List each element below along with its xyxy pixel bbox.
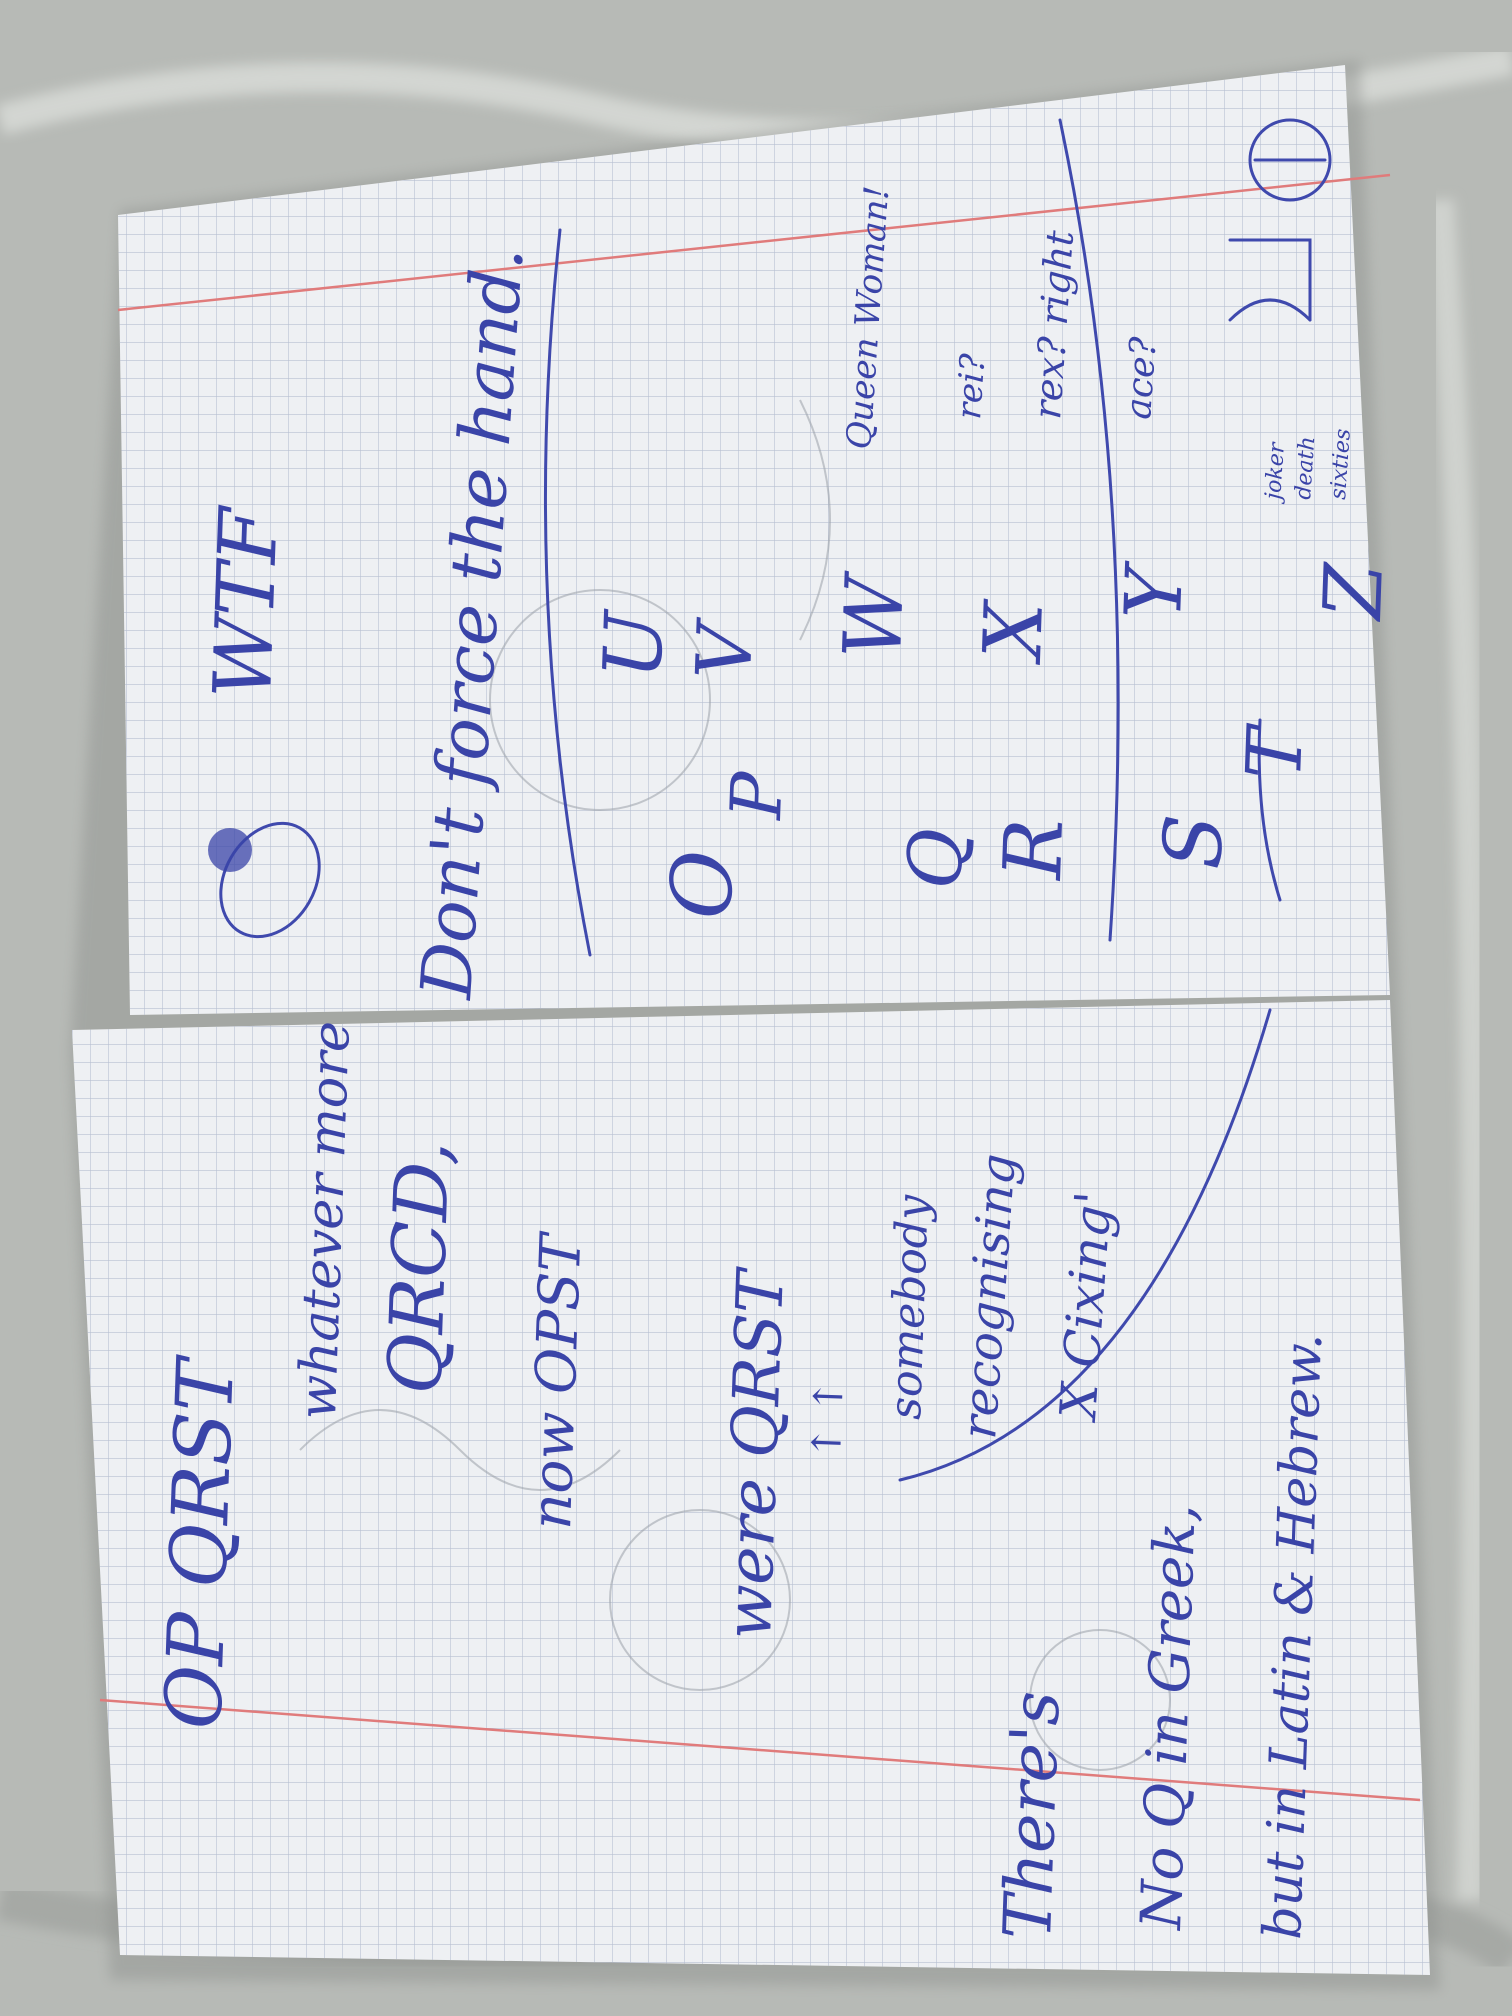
left-line-5: were QRST	[712, 1265, 799, 1640]
left-page	[72, 1000, 1430, 1975]
right-line-rei: rei?	[949, 352, 994, 421]
left-page-divider-curve	[898, 1008, 1272, 1482]
left-line-1: OP QRST	[149, 1353, 252, 1730]
letter-Y: Y	[1109, 560, 1201, 621]
right-page	[117, 65, 1391, 1015]
left-line-6: ↑ ↑	[804, 1379, 853, 1460]
letter-O: O	[652, 848, 752, 920]
right-page-divider-3	[1257, 718, 1282, 902]
right-line-ace: ace?	[1118, 335, 1165, 421]
letter-S: S	[1146, 813, 1241, 871]
right-line-death: death	[1291, 436, 1320, 501]
card-symbol-doodles	[1228, 118, 1332, 322]
letter-W: W	[826, 569, 922, 660]
left-line-11: No Q in Greek,	[1129, 1503, 1209, 1933]
letter-P: P	[715, 769, 799, 823]
letter-Q: Q	[892, 827, 980, 891]
left-line-4: now OPST	[519, 1230, 594, 1531]
right-line-sixties: sixties	[1326, 428, 1356, 500]
eye-doodle-icon	[208, 821, 321, 939]
left-line-10: There's	[989, 1690, 1075, 1941]
left-line-3: QRCD,	[372, 1140, 467, 1396]
right-page-divider-2	[1058, 118, 1120, 942]
left-line-7: somebody	[880, 1193, 939, 1420]
right-line-wtf: WTF	[196, 504, 296, 701]
letter-Z: Z	[1306, 560, 1401, 623]
letter-V: V	[679, 616, 770, 681]
letter-R: R	[986, 817, 1081, 882]
right-margin-line	[117, 173, 1391, 312]
left-line-2: whatever more	[288, 1020, 362, 1420]
letter-U: U	[586, 607, 681, 680]
right-line-joker: joker	[1261, 440, 1290, 505]
left-margin-line	[99, 1698, 1421, 1802]
letter-T: T	[1229, 722, 1320, 781]
letter-X: X	[966, 597, 1061, 666]
right-page-divider-1	[543, 228, 592, 957]
